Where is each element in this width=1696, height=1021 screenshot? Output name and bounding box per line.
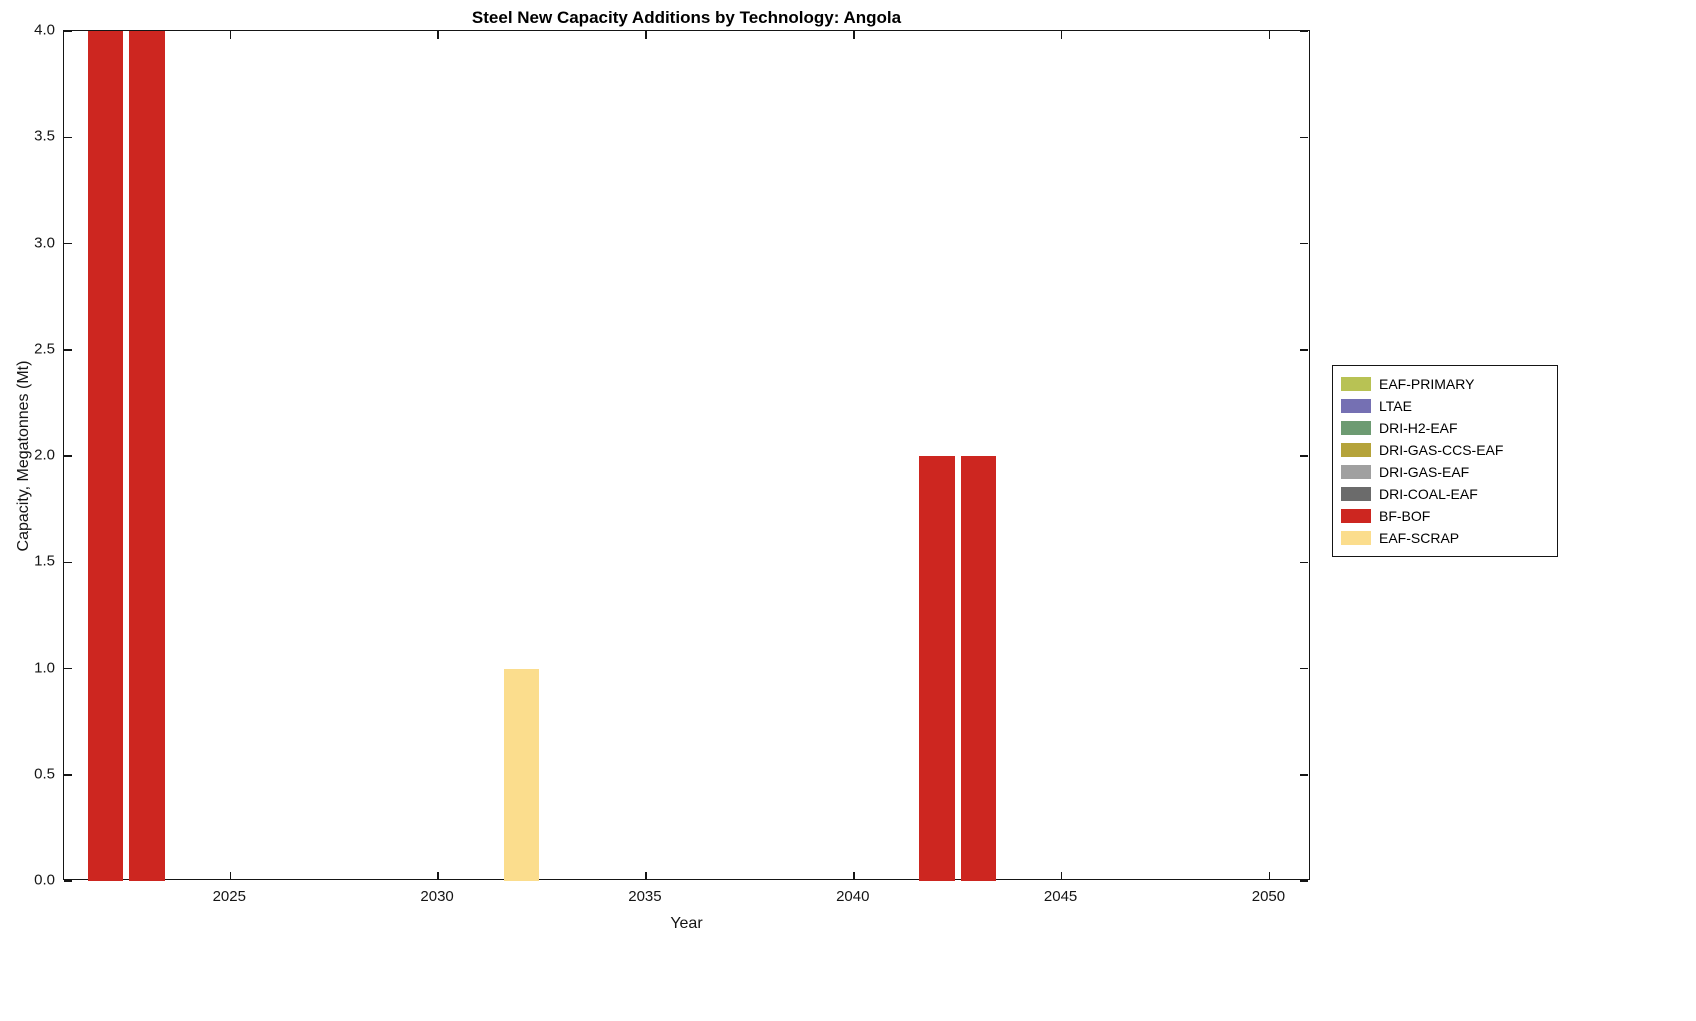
legend-item-eaf-scrap: EAF-SCRAP <box>1341 527 1549 549</box>
legend-item-dri-h2-eaf: DRI-H2-EAF <box>1341 417 1549 439</box>
legend-label: EAF-PRIMARY <box>1379 376 1475 392</box>
tick-mark <box>64 136 72 138</box>
legend-label: BF-BOF <box>1379 508 1431 524</box>
x-axis-label: Year <box>670 915 703 932</box>
tick-mark <box>1300 349 1308 351</box>
y-tick-label: 1.0 <box>34 659 55 676</box>
tick-mark <box>1300 30 1308 32</box>
tick-mark <box>1268 871 1271 880</box>
tick-mark <box>1300 242 1308 245</box>
bar-bf-bof-2042 <box>919 456 955 881</box>
legend-swatch <box>1341 531 1371 545</box>
legend-swatch <box>1341 443 1371 457</box>
x-tick-label: 2040 <box>836 888 870 905</box>
x-tick-label: 2045 <box>1043 888 1078 905</box>
tick-mark <box>64 349 72 351</box>
legend-item-ltae: LTAE <box>1341 395 1549 417</box>
bar-bf-bof-2023 <box>129 31 165 881</box>
legend-swatch <box>1341 399 1371 413</box>
tick-mark <box>64 455 72 457</box>
tick-mark <box>1300 561 1308 563</box>
legend-label: DRI-GAS-EAF <box>1379 464 1470 480</box>
legend-item-bf-bof: BF-BOF <box>1341 505 1549 527</box>
x-tick-label: 2050 <box>1251 888 1286 905</box>
y-tick-label: 1.5 <box>34 552 55 570</box>
tick-mark <box>64 561 72 563</box>
tick-mark <box>64 242 72 245</box>
legend-label: DRI-H2-EAF <box>1379 420 1458 436</box>
tick-mark <box>1060 871 1063 880</box>
x-tick-label: 2025 <box>212 888 246 905</box>
plot-area <box>63 30 1310 882</box>
y-tick-label: 3.5 <box>34 127 55 145</box>
legend-swatch <box>1341 487 1371 501</box>
legend-item-dri-gas-ccs-eaf: DRI-GAS-CCS-EAF <box>1341 439 1549 461</box>
legend-item-dri-gas-eaf: DRI-GAS-EAF <box>1341 461 1549 483</box>
tick-mark <box>64 30 72 32</box>
legend-label: EAF-SCRAP <box>1379 530 1460 546</box>
y-tick-label: 3.0 <box>34 234 55 251</box>
legend-label: DRI-GAS-CCS-EAF <box>1379 442 1504 458</box>
legend-swatch <box>1341 377 1371 391</box>
y-tick-label: 2.0 <box>34 446 55 464</box>
tick-mark <box>1300 880 1308 882</box>
legend-swatch <box>1341 421 1371 435</box>
tick-mark <box>229 871 232 880</box>
chart-title: Steel New Capacity Additions by Technolo… <box>471 8 902 27</box>
tick-mark <box>229 31 232 39</box>
tick-mark <box>64 667 72 670</box>
tick-mark <box>1300 774 1308 776</box>
y-tick-label: 0.0 <box>34 871 55 889</box>
tick-mark <box>1300 667 1308 670</box>
tick-mark <box>64 880 72 882</box>
tick-mark <box>645 31 647 39</box>
y-tick-label: 4.0 <box>34 21 55 39</box>
tick-mark <box>64 774 72 776</box>
legend-item-dri-coal-eaf: DRI-COAL-EAF <box>1341 483 1549 505</box>
bar-eaf-scrap-2032 <box>503 668 539 881</box>
tick-mark <box>1268 31 1271 39</box>
y-tick-label: 2.5 <box>34 340 55 358</box>
y-tick-label: 0.5 <box>34 765 55 783</box>
legend-swatch <box>1341 465 1371 479</box>
legend-label: LTAE <box>1379 398 1412 414</box>
bar-bf-bof-2043 <box>960 456 997 881</box>
tick-mark <box>437 871 439 880</box>
tick-mark <box>853 31 855 39</box>
tick-mark <box>1300 455 1308 457</box>
bar-bf-bof-2022 <box>87 31 124 881</box>
tick-mark <box>437 31 439 39</box>
tick-mark <box>645 871 647 880</box>
legend-item-eaf-primary: EAF-PRIMARY <box>1341 373 1549 395</box>
legend-label: DRI-COAL-EAF <box>1379 486 1478 502</box>
y-axis-label: Capacity, Megatonnes (Mt) <box>15 360 32 552</box>
tick-mark <box>1300 136 1308 138</box>
legend-swatch <box>1341 509 1371 523</box>
x-tick-label: 2035 <box>628 888 662 905</box>
tick-mark <box>853 871 855 880</box>
x-tick-label: 2030 <box>420 888 454 905</box>
tick-mark <box>1060 31 1063 39</box>
legend: EAF-PRIMARY LTAE DRI-H2-EAF DRI-GAS-CCS-EAF… <box>1332 365 1558 557</box>
